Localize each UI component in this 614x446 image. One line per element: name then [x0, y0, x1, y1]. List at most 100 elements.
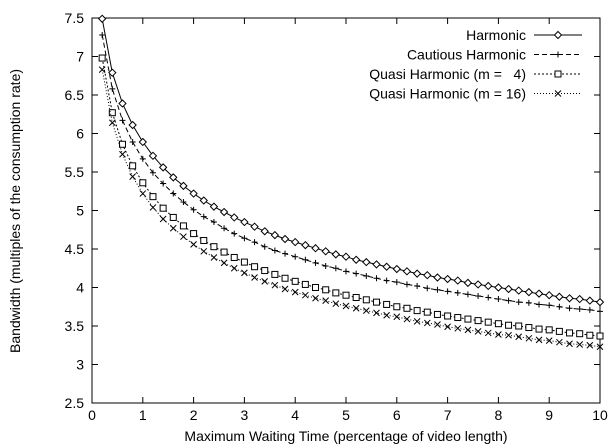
data-point: [585, 296, 595, 305]
data-point: [595, 297, 605, 307]
data-point: [342, 302, 350, 310]
data-point: [372, 298, 380, 306]
data-point: [424, 285, 431, 292]
data-point: [200, 213, 207, 220]
data-point: [118, 99, 127, 108]
data-point: [351, 255, 361, 264]
y-tick-label: 3.5: [65, 318, 85, 334]
y-tick-label: 5: [76, 203, 84, 219]
data-point: [444, 288, 451, 295]
data-point: [434, 286, 441, 293]
data-point: [566, 340, 573, 348]
data-point: [139, 179, 147, 187]
data-point: [281, 285, 289, 293]
data-point: [209, 202, 219, 211]
data-point: [220, 259, 228, 267]
data-point: [485, 294, 492, 301]
data-point: [261, 277, 269, 285]
data-point: [514, 286, 523, 295]
x-tick-label: 10: [592, 407, 608, 423]
data-point: [403, 281, 410, 288]
data-point: [453, 276, 462, 285]
legend-label: Harmonic: [466, 27, 526, 43]
data-point: [281, 274, 289, 282]
data-point: [362, 257, 371, 267]
data-point: [596, 343, 604, 351]
data-point: [393, 303, 401, 311]
data-point: [199, 196, 208, 205]
data-point: [362, 296, 370, 304]
data-point: [138, 137, 148, 147]
data-point: [555, 327, 563, 335]
data-point: [332, 289, 340, 297]
data-point: [495, 331, 502, 338]
x-tick-label: 7: [444, 407, 452, 423]
data-point: [402, 267, 412, 276]
legend-marker: [553, 30, 563, 40]
data-point: [413, 307, 421, 315]
data-point: [515, 333, 523, 341]
data-point: [129, 173, 136, 180]
legend-label: Cautious Harmonic: [407, 47, 526, 63]
data-point: [210, 254, 218, 261]
data-point: [108, 68, 117, 77]
series-cautious-harmonic: [99, 31, 603, 315]
data-point: [282, 250, 289, 257]
data-point: [179, 222, 187, 230]
data-point: [544, 290, 554, 300]
data-point: [596, 332, 604, 340]
data-point: [505, 321, 513, 329]
y-tick-label: 4.5: [65, 241, 85, 257]
data-point: [362, 307, 370, 314]
data-point: [545, 337, 553, 344]
data-point: [219, 207, 229, 217]
data-point: [271, 270, 279, 278]
data-point: [149, 169, 156, 176]
data-point: [139, 155, 146, 162]
data-point: [221, 225, 228, 232]
data-point: [129, 138, 136, 145]
data-point: [505, 331, 512, 339]
y-tick-label: 7: [76, 49, 84, 65]
data-point: [383, 311, 390, 319]
y-tick-label: 6.5: [65, 87, 85, 103]
data-point: [444, 323, 451, 331]
data-point: [108, 109, 116, 117]
data-point: [343, 268, 349, 275]
data-point: [525, 334, 533, 342]
data-point: [412, 269, 422, 278]
data-point: [464, 326, 472, 334]
data-point: [271, 281, 279, 289]
data-point: [597, 308, 603, 315]
data-point: [230, 264, 238, 272]
series-quasi-harmonic-m-16: [98, 66, 604, 351]
legend-marker: [554, 90, 562, 97]
y-tick-label: 5.5: [65, 164, 85, 180]
data-point: [230, 213, 239, 222]
data-point: [169, 213, 177, 221]
data-point: [423, 270, 432, 280]
data-point: [383, 300, 391, 308]
series-quasi-harmonic-m-4: [98, 54, 604, 340]
data-point: [119, 150, 126, 158]
data-point: [312, 294, 319, 302]
data-point: [576, 306, 583, 313]
data-point: [149, 193, 157, 201]
data-point: [180, 233, 187, 241]
data-point: [159, 215, 167, 223]
data-point: [261, 243, 268, 250]
data-point: [413, 318, 421, 325]
data-point: [373, 309, 380, 317]
data-point: [463, 278, 473, 288]
data-point: [109, 85, 116, 92]
data-point: [505, 297, 512, 304]
x-tick-label: 1: [139, 407, 147, 423]
data-point: [566, 305, 573, 312]
data-point: [200, 237, 208, 245]
data-point: [129, 162, 137, 170]
data-point: [464, 291, 471, 298]
x-tick-label: 2: [190, 407, 198, 423]
y-tick-label: 6: [76, 126, 84, 142]
legend-label: Quasi Harmonic (m = 16): [369, 86, 526, 102]
